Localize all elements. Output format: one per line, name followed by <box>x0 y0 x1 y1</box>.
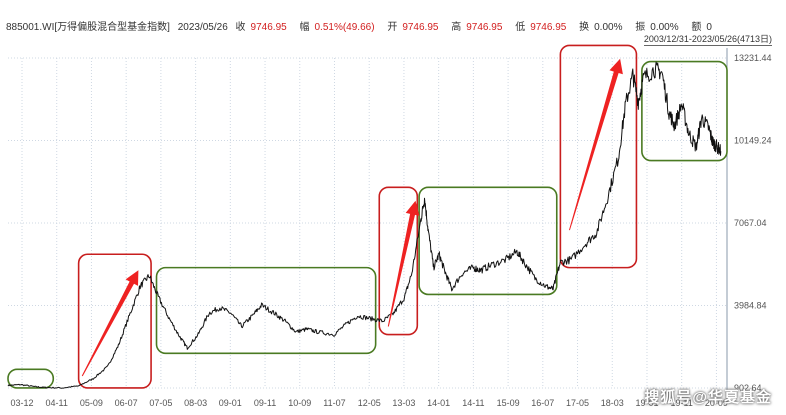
amount-label: 额 <box>691 22 702 33</box>
low-field: 低 9746.95 <box>515 22 571 33</box>
turnover-value: 0.00% <box>594 22 623 33</box>
y-tick-label: 10149.24 <box>734 136 772 146</box>
red-highlight-box <box>77 253 152 389</box>
quote-header: 885001.WI[万得偏股混合型基金指数] 2023/05/26 收 9746.… <box>6 18 722 33</box>
turnover-field: 换 0.00% <box>579 22 627 33</box>
trend-arrow <box>569 58 623 231</box>
x-tick-label: 04-11 <box>46 398 68 408</box>
green-highlight-box <box>155 266 377 355</box>
x-tick-label: 17-05 <box>566 398 589 408</box>
close-field: 收 9746.95 <box>236 22 292 33</box>
x-tick-label: 15-09 <box>497 398 520 408</box>
y-tick-label: 3984.84 <box>734 301 767 311</box>
x-tick-label: 19-11 <box>671 398 693 408</box>
x-tick-label: 18-03 <box>601 398 624 408</box>
turnover-label: 换 <box>579 22 590 33</box>
low-value: 9746.95 <box>530 22 567 33</box>
open-value: 9746.95 <box>402 22 439 33</box>
red-highlight-box <box>559 44 638 269</box>
x-axis-ticks: 03-12 04-11 05-09 06-07 07-05 08-03 09-01 09-11… <box>10 398 727 408</box>
amplitude-field: 振 0.00% <box>635 22 683 33</box>
x-tick-label: 06-07 <box>115 398 138 408</box>
x-tick-label: 09-01 <box>219 398 242 408</box>
y-tick-label: 7067.04 <box>734 218 767 228</box>
x-tick-label: 09-11 <box>254 398 276 408</box>
x-tick-label: 05-09 <box>80 398 103 408</box>
open-field: 开 9746.95 <box>387 22 443 33</box>
x-tick-label: 10-09 <box>288 398 311 408</box>
x-tick-label: 20-09 <box>705 398 728 408</box>
green-highlight-box <box>7 368 55 389</box>
change-field: 幅 0.51%(49.66) <box>299 22 379 33</box>
x-tick-label: 08-03 <box>184 398 207 408</box>
high-value: 9746.95 <box>466 22 503 33</box>
x-tick-label: 19-01 <box>635 398 658 408</box>
trend-arrow <box>387 200 420 327</box>
green-highlight-box <box>418 186 558 296</box>
red-highlight-box <box>378 186 419 336</box>
watermark-text: 搜狐号@华夏基金 <box>644 389 772 406</box>
quote-date: 2023/05/26 <box>177 22 228 33</box>
trend-arrows <box>81 58 623 377</box>
series-line <box>7 61 722 389</box>
x-tick-label: 12-05 <box>358 398 381 408</box>
x-tick-label: 13-03 <box>392 398 415 408</box>
grid-lines <box>8 48 728 390</box>
trend-arrow <box>81 270 139 377</box>
high-field: 高 9746.95 <box>451 22 507 33</box>
x-tick-label: 11-07 <box>323 398 345 408</box>
amount-value: 0 <box>706 22 712 33</box>
date-range-label[interactable]: 2003/12/31-2023/05/26(4713日) <box>643 34 772 46</box>
x-tick-label: 16-07 <box>531 398 554 408</box>
x-tick-label: 03-12 <box>10 398 33 408</box>
x-tick-label: 07-05 <box>149 398 172 408</box>
close-label: 收 <box>235 22 246 33</box>
amplitude-label: 振 <box>635 22 646 33</box>
y-tick-label: 13231.44 <box>734 53 772 63</box>
amplitude-value: 0.00% <box>650 22 679 33</box>
green-highlight-box <box>641 60 728 162</box>
x-tick-label: 14-11 <box>462 398 484 408</box>
series-line-group <box>7 61 722 389</box>
index-code: 885001.WI[万得偏股混合型基金指数] <box>6 22 170 33</box>
annotation-boxes <box>7 44 728 389</box>
y-axis-ticks: 13231.44 10149.24 7067.04 3984.84 902.64 <box>734 53 772 393</box>
close-value: 9746.95 <box>250 22 287 33</box>
y-tick-label: 902.64 <box>734 383 762 393</box>
high-label: 高 <box>451 22 462 33</box>
change-label: 幅 <box>299 22 310 33</box>
open-label: 开 <box>387 22 398 33</box>
x-tick-label: 14-01 <box>427 398 450 408</box>
low-label: 低 <box>515 22 526 33</box>
change-value: 0.51%(49.66) <box>314 22 375 33</box>
